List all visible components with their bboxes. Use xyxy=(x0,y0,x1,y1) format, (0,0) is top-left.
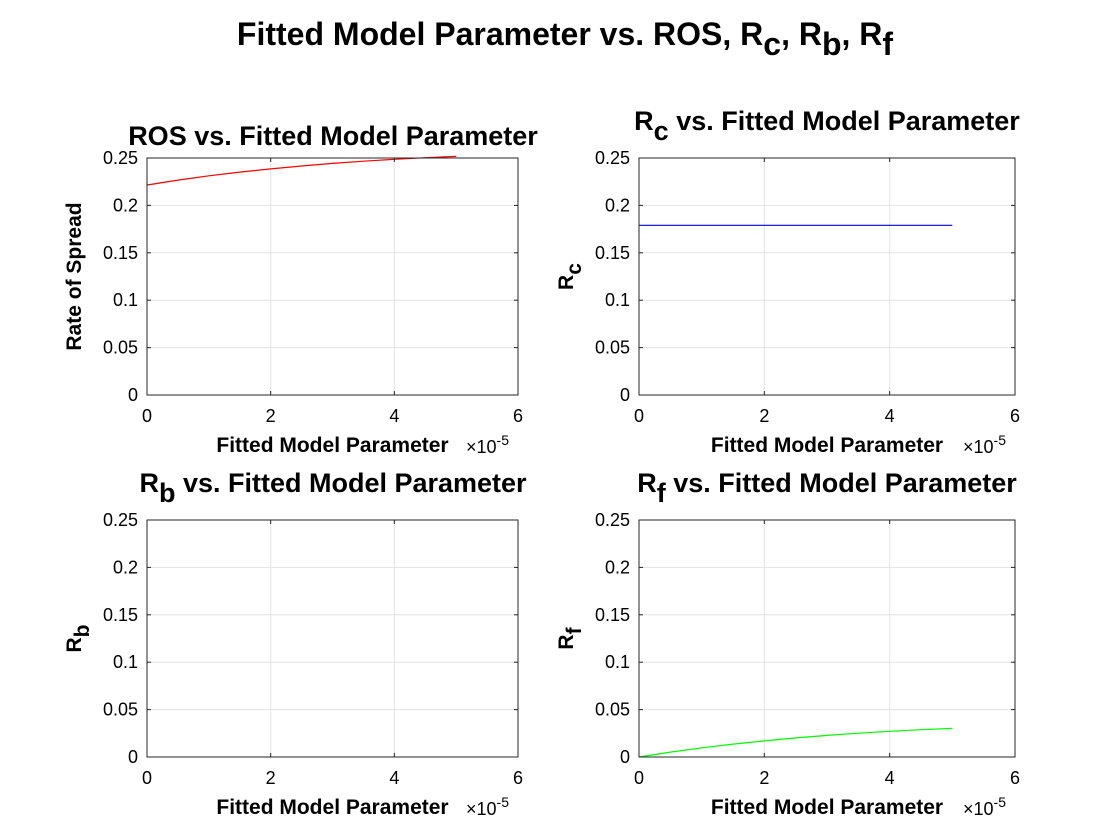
y-tick-label: 0.15 xyxy=(595,605,630,625)
x-tick-label: 6 xyxy=(1010,768,1020,788)
x-axis-label: Fitted Model Parameter xyxy=(216,796,448,819)
x-exponent-label: ×10-5 xyxy=(963,794,1006,819)
axes-box xyxy=(146,157,519,396)
y-tick-label: 0.1 xyxy=(113,652,138,672)
y-tick-label: 0.2 xyxy=(113,557,138,577)
y-tick-label: 0.2 xyxy=(605,195,630,215)
x-tick-label: 0 xyxy=(634,406,644,426)
x-tick-label: 4 xyxy=(885,406,895,426)
y-tick-label: 0.2 xyxy=(113,195,138,215)
y-axis-label: Rc xyxy=(555,263,586,290)
y-tick-label: 0.25 xyxy=(595,510,630,530)
y-tick-label: 0.1 xyxy=(113,290,138,310)
y-tick-label: 0 xyxy=(128,385,138,405)
x-tick-label: 6 xyxy=(1010,406,1020,426)
x-tick-label: 4 xyxy=(389,768,399,788)
y-axis-label: Rb xyxy=(63,625,94,653)
axes-box xyxy=(638,157,1016,396)
x-tick-label: 6 xyxy=(513,768,523,788)
plot-area xyxy=(147,158,518,395)
x-tick-label: 2 xyxy=(266,768,276,788)
subplot-title: Rc vs. Fitted Model Parameter xyxy=(634,106,1020,146)
axes-box xyxy=(146,519,519,758)
y-tick-label: 0 xyxy=(620,385,630,405)
x-tick-label: 6 xyxy=(513,406,523,426)
y-tick-label: 0.15 xyxy=(595,243,630,263)
x-axis-label: Fitted Model Parameter xyxy=(216,434,448,457)
x-exponent-label: ×10-5 xyxy=(466,794,509,819)
y-tick-label: 0.05 xyxy=(103,338,138,358)
y-tick-label: 0.05 xyxy=(595,338,630,358)
x-tick-label: 2 xyxy=(759,406,769,426)
subplot-title: ROS vs. Fitted Model Parameter xyxy=(128,121,538,151)
series-line-1 xyxy=(146,155,457,186)
subplot-4: 0 2 4 6 0 0.05 0.1 0.15 0.2 0.25 Rf vs. Fitted Mod… xyxy=(555,468,1020,819)
y-tick-label: 0.25 xyxy=(595,148,630,168)
y-axis-label: Rf xyxy=(555,626,586,649)
x-axis-label: Fitted Model Parameter xyxy=(711,434,943,457)
y-tick-label: 0.05 xyxy=(595,700,630,720)
y-tick-label: 0.15 xyxy=(103,605,138,625)
x-tick-label: 0 xyxy=(142,406,152,426)
y-tick-label: 0.25 xyxy=(103,148,138,168)
x-exponent-label: ×10-5 xyxy=(963,432,1006,457)
x-tick-label: 2 xyxy=(266,406,276,426)
y-tick-label: 0.1 xyxy=(605,290,630,310)
plot-area xyxy=(147,520,518,757)
y-tick-label: 0.1 xyxy=(605,652,630,672)
y-tick-label: 0.15 xyxy=(103,243,138,263)
x-tick-label: 2 xyxy=(759,768,769,788)
subplot-title: Rf vs. Fitted Model Parameter xyxy=(637,468,1017,508)
x-axis-label: Fitted Model Parameter xyxy=(711,796,943,819)
y-tick-label: 0.2 xyxy=(605,557,630,577)
y-axis-label: Rate of Spread xyxy=(63,202,86,350)
x-tick-label: 4 xyxy=(885,768,895,788)
x-tick-label: 0 xyxy=(142,768,152,788)
y-tick-label: 0.25 xyxy=(103,510,138,530)
plot-area xyxy=(639,520,1015,757)
x-tick-label: 4 xyxy=(389,406,399,426)
subplot-title: Rb vs. Fitted Model Parameter xyxy=(139,468,527,508)
y-tick-label: 0 xyxy=(620,747,630,767)
y-tick-label: 0.05 xyxy=(103,700,138,720)
y-tick-label: 0 xyxy=(128,747,138,767)
axes-box xyxy=(638,519,1016,758)
series-line-1 xyxy=(638,727,953,758)
x-tick-label: 0 xyxy=(634,768,644,788)
figure-title: Fitted Model Parameter vs. ROS, Rc, Rb, … xyxy=(237,16,893,62)
x-exponent-label: ×10-5 xyxy=(466,432,509,457)
plot-area xyxy=(639,158,1015,395)
